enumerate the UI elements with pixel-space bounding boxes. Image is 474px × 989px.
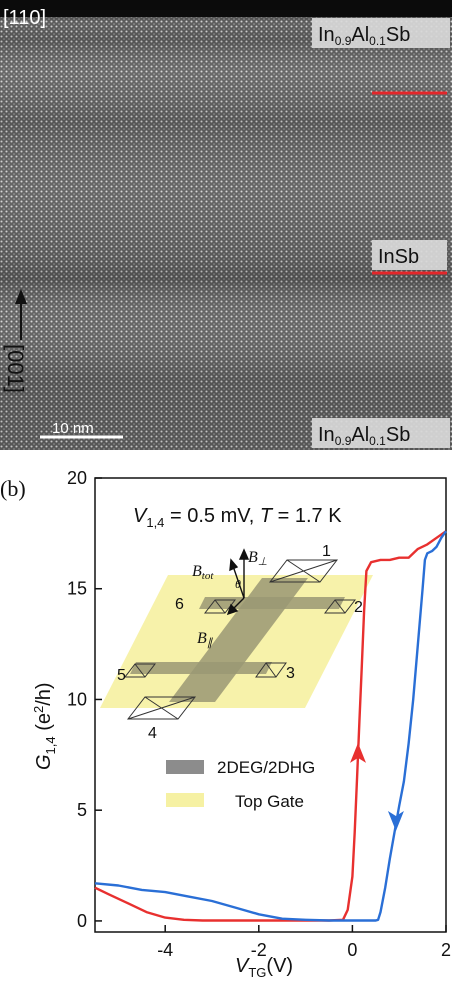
legend-swatch-2deg xyxy=(166,760,204,774)
direction-arrow-head xyxy=(15,289,27,304)
field-vectors xyxy=(226,548,250,616)
layer-label-middle: InSb xyxy=(378,246,419,268)
data-curves xyxy=(94,530,447,922)
scale-bar-label: 10 nm xyxy=(52,420,94,437)
direction-label: [001] xyxy=(3,344,28,393)
x-axis-label: VTG(V) xyxy=(235,955,293,980)
legend: 2DEG/2DHG Top Gate xyxy=(166,758,315,811)
contact-label-1: 1 xyxy=(322,543,331,560)
y-axis-label: G1,4 (e2/h) xyxy=(31,682,58,770)
y-tick-label: 0 xyxy=(77,911,87,931)
corner-label: [110] xyxy=(3,7,46,29)
layer-label-bottom: In0.9Al0.1Sb xyxy=(318,424,410,448)
x-tick-label: 2 xyxy=(441,940,451,960)
contact-pads xyxy=(123,559,357,720)
layer-label-box-top xyxy=(312,18,450,48)
x-tick-label: -2 xyxy=(251,940,267,960)
series-line-up xyxy=(94,530,447,922)
y-tick-label: 10 xyxy=(67,689,87,709)
theta-label: θ xyxy=(235,577,241,591)
direction-indicator: [001] xyxy=(3,289,28,393)
contact-label-3: 3 xyxy=(286,665,295,682)
b-tot-arrow xyxy=(232,565,245,599)
tem-contrast-bands xyxy=(0,0,452,450)
device-inset: 1 2 3 4 5 6 B⊥ Btot B∥ θ xyxy=(100,543,373,742)
panel-a-tem-image: [110] In0.9Al0.1Sb InSb [001] 10 nm xyxy=(0,0,452,450)
contact-label-4: 4 xyxy=(148,725,157,742)
contact-label-6: 6 xyxy=(175,596,184,613)
b-par-label: B∥ xyxy=(197,630,214,649)
hall-arm-lower xyxy=(130,662,272,674)
y-tick-label: 5 xyxy=(77,800,87,820)
legend-label-topgate: Top Gate xyxy=(235,792,304,811)
plot-frame xyxy=(94,477,447,933)
panel-label-b: (b) xyxy=(0,476,26,501)
x-tick-label: 0 xyxy=(347,940,357,960)
legend-label-2deg: 2DEG/2DHG xyxy=(217,758,315,777)
tem-top-dark-band xyxy=(0,0,452,17)
contact-label-2: 2 xyxy=(354,599,363,616)
layer-label-box-middle xyxy=(372,240,447,270)
layer-label-box-bottom xyxy=(312,418,450,448)
b-tot-label: Btot xyxy=(192,563,214,582)
y-tick-label: 20 xyxy=(67,468,87,488)
series-line-down xyxy=(94,530,447,922)
sweep-up-arrow xyxy=(350,742,367,763)
y-tick-label: 15 xyxy=(67,579,87,599)
measurement-annotation: V1,4 = 0.5 mV, T = 1.7 K xyxy=(133,505,342,530)
x-tick-label: -4 xyxy=(157,940,173,960)
b-perp-label: B⊥ xyxy=(248,549,267,568)
layer-label-top: In0.9Al0.1Sb xyxy=(318,24,410,48)
contact-label-5: 5 xyxy=(117,667,126,684)
legend-swatch-topgate xyxy=(166,793,204,807)
sweep-down-arrow xyxy=(387,811,404,832)
